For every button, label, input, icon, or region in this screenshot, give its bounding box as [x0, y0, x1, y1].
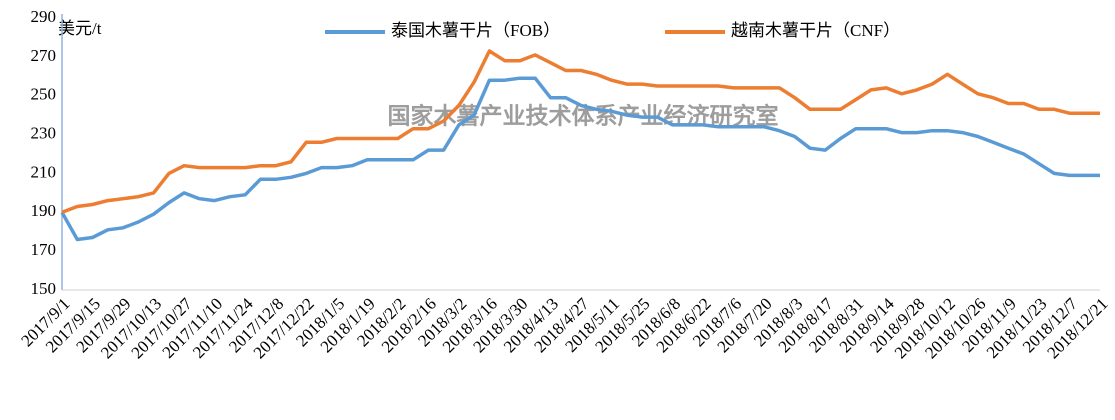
series-line: [61, 49, 1100, 214]
y-tick-label: 150: [31, 279, 57, 298]
y-tick-label: 290: [31, 7, 57, 26]
legend-label: 越南木薯干片（CNF）: [731, 21, 900, 40]
y-tick-label: 230: [31, 123, 57, 142]
y-axis-label: 美元/t: [58, 19, 102, 38]
y-tick-label: 190: [31, 201, 57, 220]
legend-label: 泰国木薯干片（FOB）: [391, 21, 560, 40]
y-tick-label: 170: [31, 240, 57, 259]
y-tick-label: 270: [31, 46, 57, 65]
series-line: [60, 76, 1100, 242]
y-tick-label: 210: [31, 162, 57, 181]
y-tick-label: 250: [31, 85, 57, 104]
